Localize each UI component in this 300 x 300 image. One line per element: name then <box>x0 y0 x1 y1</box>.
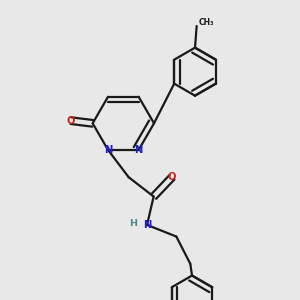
Text: CH₃: CH₃ <box>198 18 214 27</box>
Text: H: H <box>129 219 137 228</box>
Text: N: N <box>134 145 143 155</box>
Text: O: O <box>67 116 75 126</box>
Text: N: N <box>104 145 112 155</box>
Text: N: N <box>143 220 151 230</box>
Text: O: O <box>168 172 176 182</box>
